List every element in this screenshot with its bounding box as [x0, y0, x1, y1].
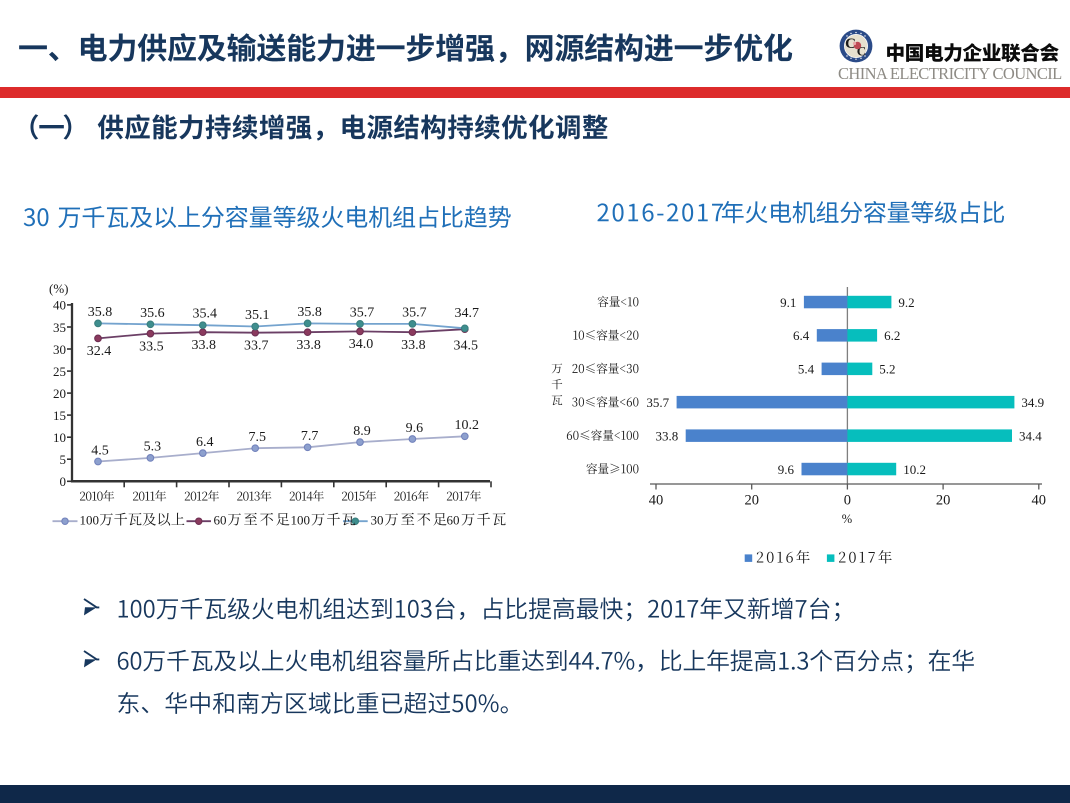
svg-text:9.2: 9.2 — [898, 295, 914, 310]
svg-text:0: 0 — [844, 493, 851, 509]
svg-text:34.5: 34.5 — [454, 339, 479, 354]
svg-text:10: 10 — [53, 430, 66, 445]
svg-text:7.5: 7.5 — [248, 430, 266, 445]
svg-text:100: 100 — [80, 513, 100, 528]
svg-text:%: % — [842, 512, 852, 526]
svg-text:34.7: 34.7 — [455, 306, 480, 321]
svg-text:35.6: 35.6 — [140, 306, 165, 321]
svg-text:34.0: 34.0 — [349, 337, 374, 352]
svg-text:33.8: 33.8 — [192, 338, 217, 353]
svg-text:10.2: 10.2 — [903, 462, 926, 477]
svg-text:60: 60 — [214, 513, 227, 528]
svg-text:20: 20 — [936, 493, 951, 509]
svg-text:25: 25 — [53, 364, 66, 379]
svg-text:6.4: 6.4 — [793, 328, 810, 343]
svg-text:35.7: 35.7 — [646, 395, 669, 410]
svg-text:33.8: 33.8 — [296, 338, 321, 353]
svg-text:9.6: 9.6 — [406, 421, 424, 436]
svg-text:20: 20 — [53, 386, 66, 401]
svg-text:35: 35 — [53, 320, 66, 335]
svg-text:35.1: 35.1 — [245, 308, 270, 323]
svg-text:30: 30 — [371, 513, 384, 528]
svg-text:100: 100 — [291, 513, 311, 528]
svg-text:33.8: 33.8 — [655, 428, 678, 443]
svg-text:40: 40 — [649, 493, 664, 509]
svg-text:0: 0 — [60, 474, 67, 489]
svg-text:60: 60 — [447, 513, 460, 528]
svg-text:40: 40 — [53, 298, 66, 313]
svg-text:32.4: 32.4 — [87, 344, 112, 359]
svg-text:15: 15 — [53, 408, 66, 423]
svg-text:9.1: 9.1 — [780, 295, 796, 310]
svg-text:35.7: 35.7 — [350, 305, 375, 320]
svg-text:33.7: 33.7 — [244, 339, 269, 354]
svg-text:5: 5 — [60, 452, 67, 467]
svg-text:33.8: 33.8 — [401, 338, 426, 353]
svg-text:40: 40 — [1032, 493, 1047, 509]
svg-text:C: C — [845, 36, 856, 52]
svg-text:10.2: 10.2 — [455, 418, 480, 433]
svg-text:35.8: 35.8 — [297, 305, 322, 320]
svg-text:35.7: 35.7 — [402, 305, 427, 320]
svg-text:35.4: 35.4 — [193, 307, 218, 322]
svg-text:34.4: 34.4 — [1019, 428, 1042, 443]
svg-text:6.4: 6.4 — [196, 435, 214, 450]
svg-text:9.6: 9.6 — [778, 462, 795, 477]
svg-text:6.2: 6.2 — [884, 328, 900, 343]
svg-text:5.4: 5.4 — [798, 362, 815, 377]
svg-text:33.5: 33.5 — [139, 339, 164, 354]
svg-text:8.9: 8.9 — [353, 424, 371, 439]
svg-text:4.5: 4.5 — [91, 443, 109, 458]
svg-text:7.7: 7.7 — [301, 429, 319, 444]
svg-text:35.8: 35.8 — [88, 305, 113, 320]
svg-text:C: C — [857, 44, 866, 59]
svg-text:20: 20 — [744, 493, 759, 509]
svg-text:5.3: 5.3 — [144, 440, 162, 455]
svg-text:(%): (%) — [49, 281, 69, 296]
svg-text:34.9: 34.9 — [1021, 395, 1044, 410]
svg-text:5.2: 5.2 — [879, 362, 895, 377]
svg-text:30: 30 — [53, 342, 66, 357]
